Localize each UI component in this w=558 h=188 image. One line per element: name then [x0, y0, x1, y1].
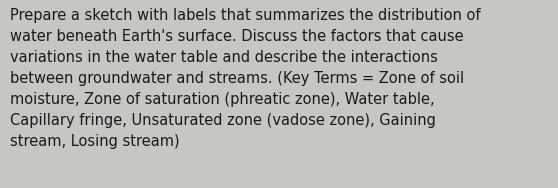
Text: Prepare a sketch with labels that summarizes the distribution of
water beneath E: Prepare a sketch with labels that summar…	[10, 8, 480, 149]
